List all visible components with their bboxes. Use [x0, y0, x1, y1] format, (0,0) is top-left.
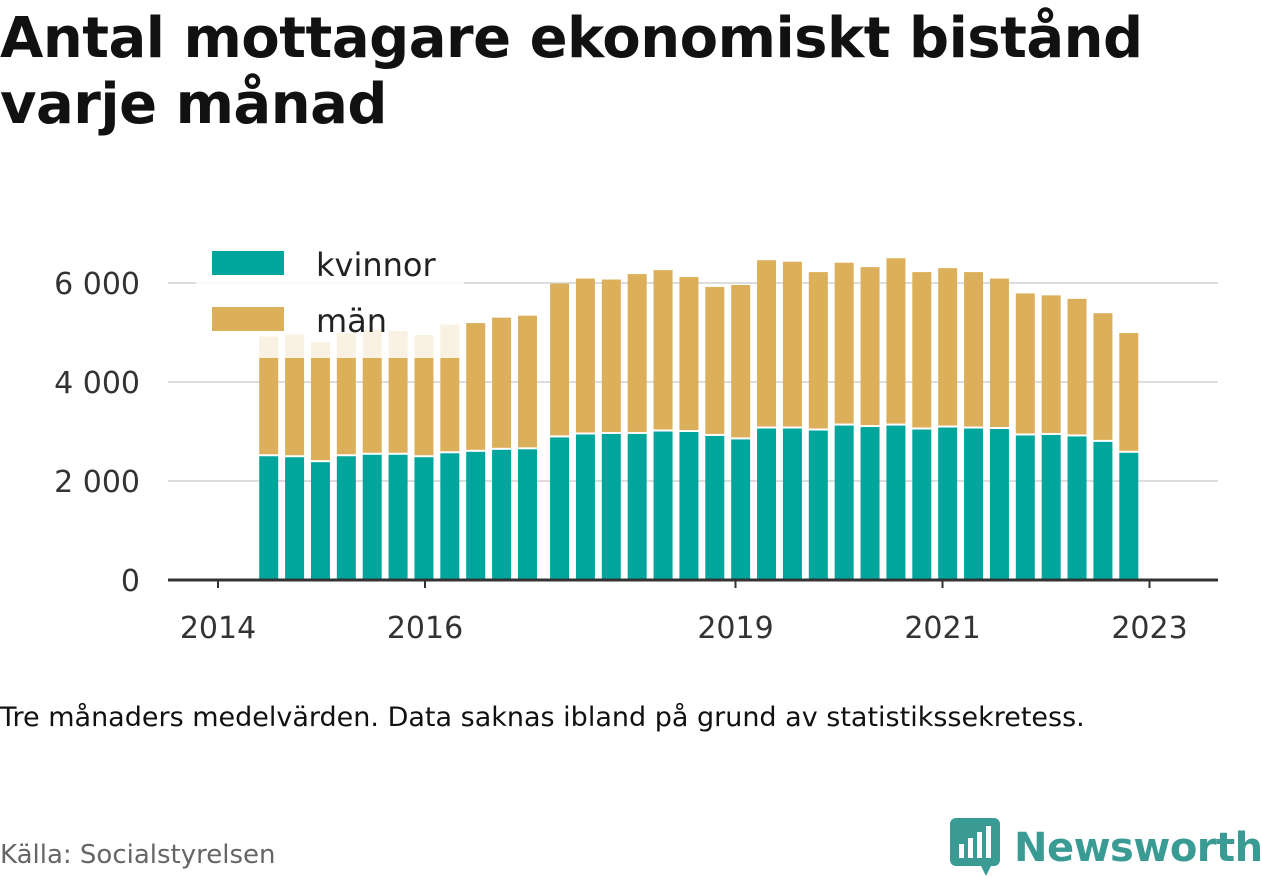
bar-kvinnor[interactable]: [1093, 441, 1113, 580]
bar-kvinnor[interactable]: [938, 427, 958, 580]
bar-kvinnor[interactable]: [886, 425, 906, 580]
bar-man[interactable]: [860, 267, 880, 426]
bar-man[interactable]: [679, 277, 699, 430]
bar-man[interactable]: [310, 341, 330, 461]
legend-label: män: [316, 302, 387, 340]
bar-kvinnor[interactable]: [757, 428, 777, 580]
bar-kvinnor[interactable]: [731, 439, 751, 580]
legend-label: kvinnor: [316, 246, 437, 284]
bar-man[interactable]: [414, 334, 434, 456]
bar-man[interactable]: [912, 272, 932, 428]
bar-man[interactable]: [492, 317, 512, 448]
bar-man[interactable]: [989, 278, 1009, 428]
bar-kvinnor[interactable]: [808, 430, 828, 580]
y-tick-label: 2 000: [54, 465, 140, 500]
bar-kvinnor[interactable]: [259, 456, 279, 580]
bar-kvinnor[interactable]: [362, 454, 382, 580]
bar-man[interactable]: [834, 262, 854, 424]
bar-man[interactable]: [575, 278, 595, 433]
bar-man[interactable]: [808, 272, 828, 429]
bar-man[interactable]: [886, 258, 906, 424]
bar-kvinnor[interactable]: [705, 435, 725, 580]
x-tick-label: 2021: [904, 611, 980, 646]
bar-kvinnor[interactable]: [310, 462, 330, 580]
bar-kvinnor[interactable]: [440, 453, 460, 580]
bar-kvinnor[interactable]: [414, 457, 434, 580]
bar-man[interactable]: [388, 331, 408, 453]
bar-man[interactable]: [550, 283, 570, 436]
legend-swatch: [212, 251, 284, 275]
bar-kvinnor[interactable]: [466, 451, 486, 580]
bar-kvinnor[interactable]: [1119, 452, 1139, 580]
chart-note: Tre månaders medelvärden. Data saknas ib…: [0, 702, 1085, 733]
bar-man[interactable]: [285, 334, 305, 456]
axes: 0 2 000 4 000 6 000 2014 2016 2019 2021 2023: [54, 267, 1218, 646]
bar-man[interactable]: [782, 261, 802, 427]
bar-kvinnor[interactable]: [679, 431, 699, 580]
bar-man[interactable]: [1067, 298, 1087, 435]
y-tick-label: 6 000: [54, 267, 140, 302]
bar-kvinnor[interactable]: [388, 454, 408, 580]
bar-man[interactable]: [1041, 295, 1061, 433]
source-text: Källa: Socialstyrelsen: [0, 840, 276, 870]
bar-man[interactable]: [362, 330, 382, 453]
bar-man[interactable]: [731, 284, 751, 438]
bar-man[interactable]: [1119, 332, 1139, 451]
chart-title: Antal mottagare ekonomiskt bistånd varje…: [0, 6, 1143, 137]
brand-name: Newsworthy: [1014, 825, 1262, 871]
bars: [259, 258, 1139, 581]
bar-man[interactable]: [1093, 313, 1113, 440]
bar-kvinnor[interactable]: [1041, 434, 1061, 580]
x-tick-label: 2016: [387, 611, 463, 646]
bar-man[interactable]: [964, 272, 984, 427]
stacked-bar-chart: 0 2 000 4 000 6 000 2014 2016 2019 2021 2023 kvi…: [54, 240, 1218, 646]
bar-man[interactable]: [1015, 293, 1035, 434]
bar-man[interactable]: [336, 332, 356, 455]
bar-kvinnor[interactable]: [989, 429, 1009, 580]
x-tick-label: 2014: [180, 611, 256, 646]
bar-man[interactable]: [466, 323, 486, 450]
legend: kvinnor män: [196, 240, 464, 358]
bar-kvinnor[interactable]: [860, 427, 880, 580]
bar-kvinnor[interactable]: [550, 437, 570, 580]
bar-kvinnor[interactable]: [782, 428, 802, 580]
newsworthy-logo-icon: [950, 818, 1000, 876]
bar-man[interactable]: [259, 336, 279, 455]
bar-kvinnor[interactable]: [912, 429, 932, 580]
y-tick-label: 4 000: [54, 366, 140, 401]
bar-kvinnor[interactable]: [517, 449, 537, 580]
bar-man[interactable]: [517, 315, 537, 448]
bar-kvinnor[interactable]: [336, 456, 356, 580]
bar-man[interactable]: [938, 268, 958, 426]
x-tick-label: 2023: [1111, 611, 1187, 646]
bar-kvinnor[interactable]: [964, 428, 984, 580]
y-tick-label: 0: [121, 564, 140, 599]
bar-kvinnor[interactable]: [601, 433, 621, 580]
bar-man[interactable]: [601, 279, 621, 432]
brand[interactable]: Newsworthy: [950, 818, 1262, 878]
bar-kvinnor[interactable]: [285, 457, 305, 580]
bar-kvinnor[interactable]: [575, 434, 595, 580]
bar-kvinnor[interactable]: [627, 433, 647, 580]
bar-man[interactable]: [757, 260, 777, 427]
legend-swatch: [212, 307, 284, 331]
bar-kvinnor[interactable]: [492, 449, 512, 580]
bar-kvinnor[interactable]: [653, 431, 673, 581]
bar-kvinnor[interactable]: [834, 425, 854, 580]
bar-kvinnor[interactable]: [1015, 435, 1035, 580]
bar-kvinnor[interactable]: [1067, 436, 1087, 580]
bar-man[interactable]: [627, 274, 647, 432]
bar-man[interactable]: [705, 286, 725, 434]
x-tick-label: 2019: [697, 611, 773, 646]
bar-man[interactable]: [653, 270, 673, 430]
